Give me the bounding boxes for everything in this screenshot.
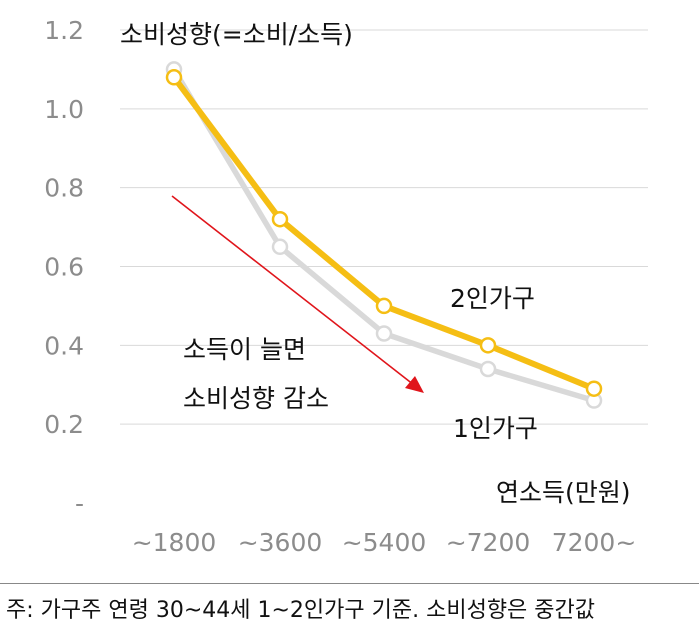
trend-arrow-head — [405, 376, 424, 393]
data-point-2person — [165, 69, 183, 86]
data-point-2person — [375, 297, 393, 315]
y-tick-label: 0.4 — [44, 331, 84, 360]
annotation-line-1: 소득이 늘면 — [183, 335, 306, 364]
footnote: 주: 가구주 연령 30~44세 1~2인가구 기준. 소비성향은 중간값 — [6, 598, 596, 623]
chart: - 0.2 0.4 0.6 0.8 1.0 1.2 ~1800 ~3600 ~5400 ~7200… — [44, 16, 648, 557]
legend-label-2person: 2인가구 — [450, 284, 535, 313]
y-tick-label: 0.2 — [44, 410, 84, 439]
x-tick-label: ~3600 — [238, 528, 323, 557]
x-tick-label: ~1800 — [132, 528, 217, 557]
data-point-2person — [585, 380, 603, 397]
chart-title: 소비성향(=소비/소득) — [120, 20, 353, 49]
footnote-divider — [0, 583, 699, 584]
legend-label-1person: 1인가구 — [453, 414, 538, 443]
annotation-line-2: 소비성향 감소 — [183, 384, 329, 413]
y-tick-label: 1.2 — [44, 16, 84, 45]
y-axis-ticks: - 0.2 0.4 0.6 0.8 1.0 1.2 — [44, 16, 84, 518]
data-point-1person — [375, 325, 393, 342]
y-tick-label: - — [75, 489, 84, 518]
trend-arrow — [171, 195, 415, 386]
series-group — [165, 61, 603, 409]
x-axis-ticks: ~1800 ~3600 ~5400 ~7200 7200~ — [132, 528, 637, 557]
data-point-2person — [271, 210, 289, 228]
data-point-1person — [271, 238, 289, 256]
gridlines — [120, 29, 648, 425]
x-tick-label: 7200~ — [552, 528, 637, 557]
x-tick-label: ~7200 — [446, 528, 531, 557]
data-point-2person — [479, 337, 497, 354]
y-tick-label: 0.8 — [44, 174, 84, 203]
data-point-1person — [479, 360, 497, 378]
y-tick-label: 1.0 — [44, 95, 84, 124]
y-tick-label: 0.6 — [44, 253, 84, 282]
x-axis-label: 연소득(만원) — [496, 478, 631, 507]
x-tick-label: ~5400 — [342, 528, 427, 557]
